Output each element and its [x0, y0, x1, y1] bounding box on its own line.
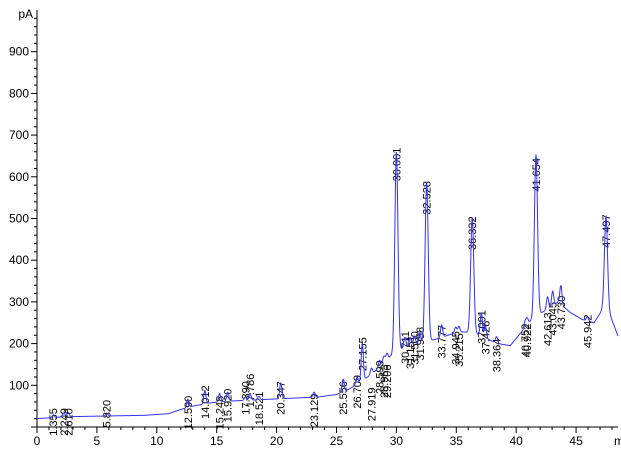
peak-label: 15.920 — [223, 389, 235, 423]
peak-label: 28.953 — [379, 364, 391, 398]
peak-label: 34.945 — [451, 331, 463, 365]
peak-label: 1.355 — [48, 408, 60, 436]
y-tick-label: 400 — [9, 253, 29, 267]
peak-label: 15.248 — [215, 396, 227, 430]
peak-label: 12.590 — [183, 396, 195, 430]
peak-label: 31.958 — [415, 327, 427, 361]
y-tick-label: 500 — [9, 212, 29, 226]
peak-label: 45.942 — [582, 314, 594, 348]
x-tick-label: 35 — [450, 434, 464, 448]
peak-label: 2.610 — [63, 408, 75, 436]
y-tick-label: 300 — [9, 295, 29, 309]
axes: 0 5 10 15 20 25 30 35 40 45 100 200 300 400 500 600 700 8… — [9, 10, 618, 448]
x-tick-label: 20 — [270, 434, 284, 448]
x-tick-label: 5 — [94, 434, 101, 448]
y-tick-label: 900 — [9, 45, 29, 59]
y-tick-label: 600 — [9, 170, 29, 184]
peak-label: 43.045 — [548, 302, 560, 336]
x-tick-label: 10 — [150, 434, 164, 448]
x-tick-label: 0 — [34, 434, 41, 448]
y-axis-unit: pA — [18, 7, 33, 21]
chromatogram-trace — [36, 152, 619, 420]
y-tick-label: 800 — [9, 86, 29, 100]
peak-label: 30.711 — [400, 331, 412, 364]
peak-label: 40.752 — [520, 324, 532, 358]
peak-label: 23.129 — [309, 394, 321, 428]
x-axis-unit: min — [614, 434, 621, 448]
peak-label: 2.249 — [59, 408, 71, 436]
y-tick-label: 700 — [9, 128, 29, 142]
peak-label: 27.919 — [366, 387, 378, 421]
peak-label: 35.215 — [454, 333, 466, 367]
peak-label: 14.012 — [200, 385, 212, 419]
x-tick-label: 30 — [390, 434, 404, 448]
peak-label: 40.922 — [522, 324, 534, 358]
peak-label: 29.206 — [382, 364, 394, 398]
x-tick-label: 25 — [330, 434, 344, 448]
y-tick-label: 100 — [9, 378, 29, 392]
peak-label: 37.426 — [480, 321, 492, 355]
x-tick-label: 40 — [509, 434, 523, 448]
y-tick-label: 200 — [9, 337, 29, 351]
x-tick-label: 15 — [210, 434, 224, 448]
peak-label: 38.364 — [492, 339, 504, 373]
x-tick-label: 45 — [569, 434, 583, 448]
peak-label: 43.730 — [556, 296, 568, 330]
peak-label: 20.347 — [276, 381, 288, 415]
peak-label: 42.613 — [543, 312, 555, 346]
trace-layer — [36, 152, 619, 420]
